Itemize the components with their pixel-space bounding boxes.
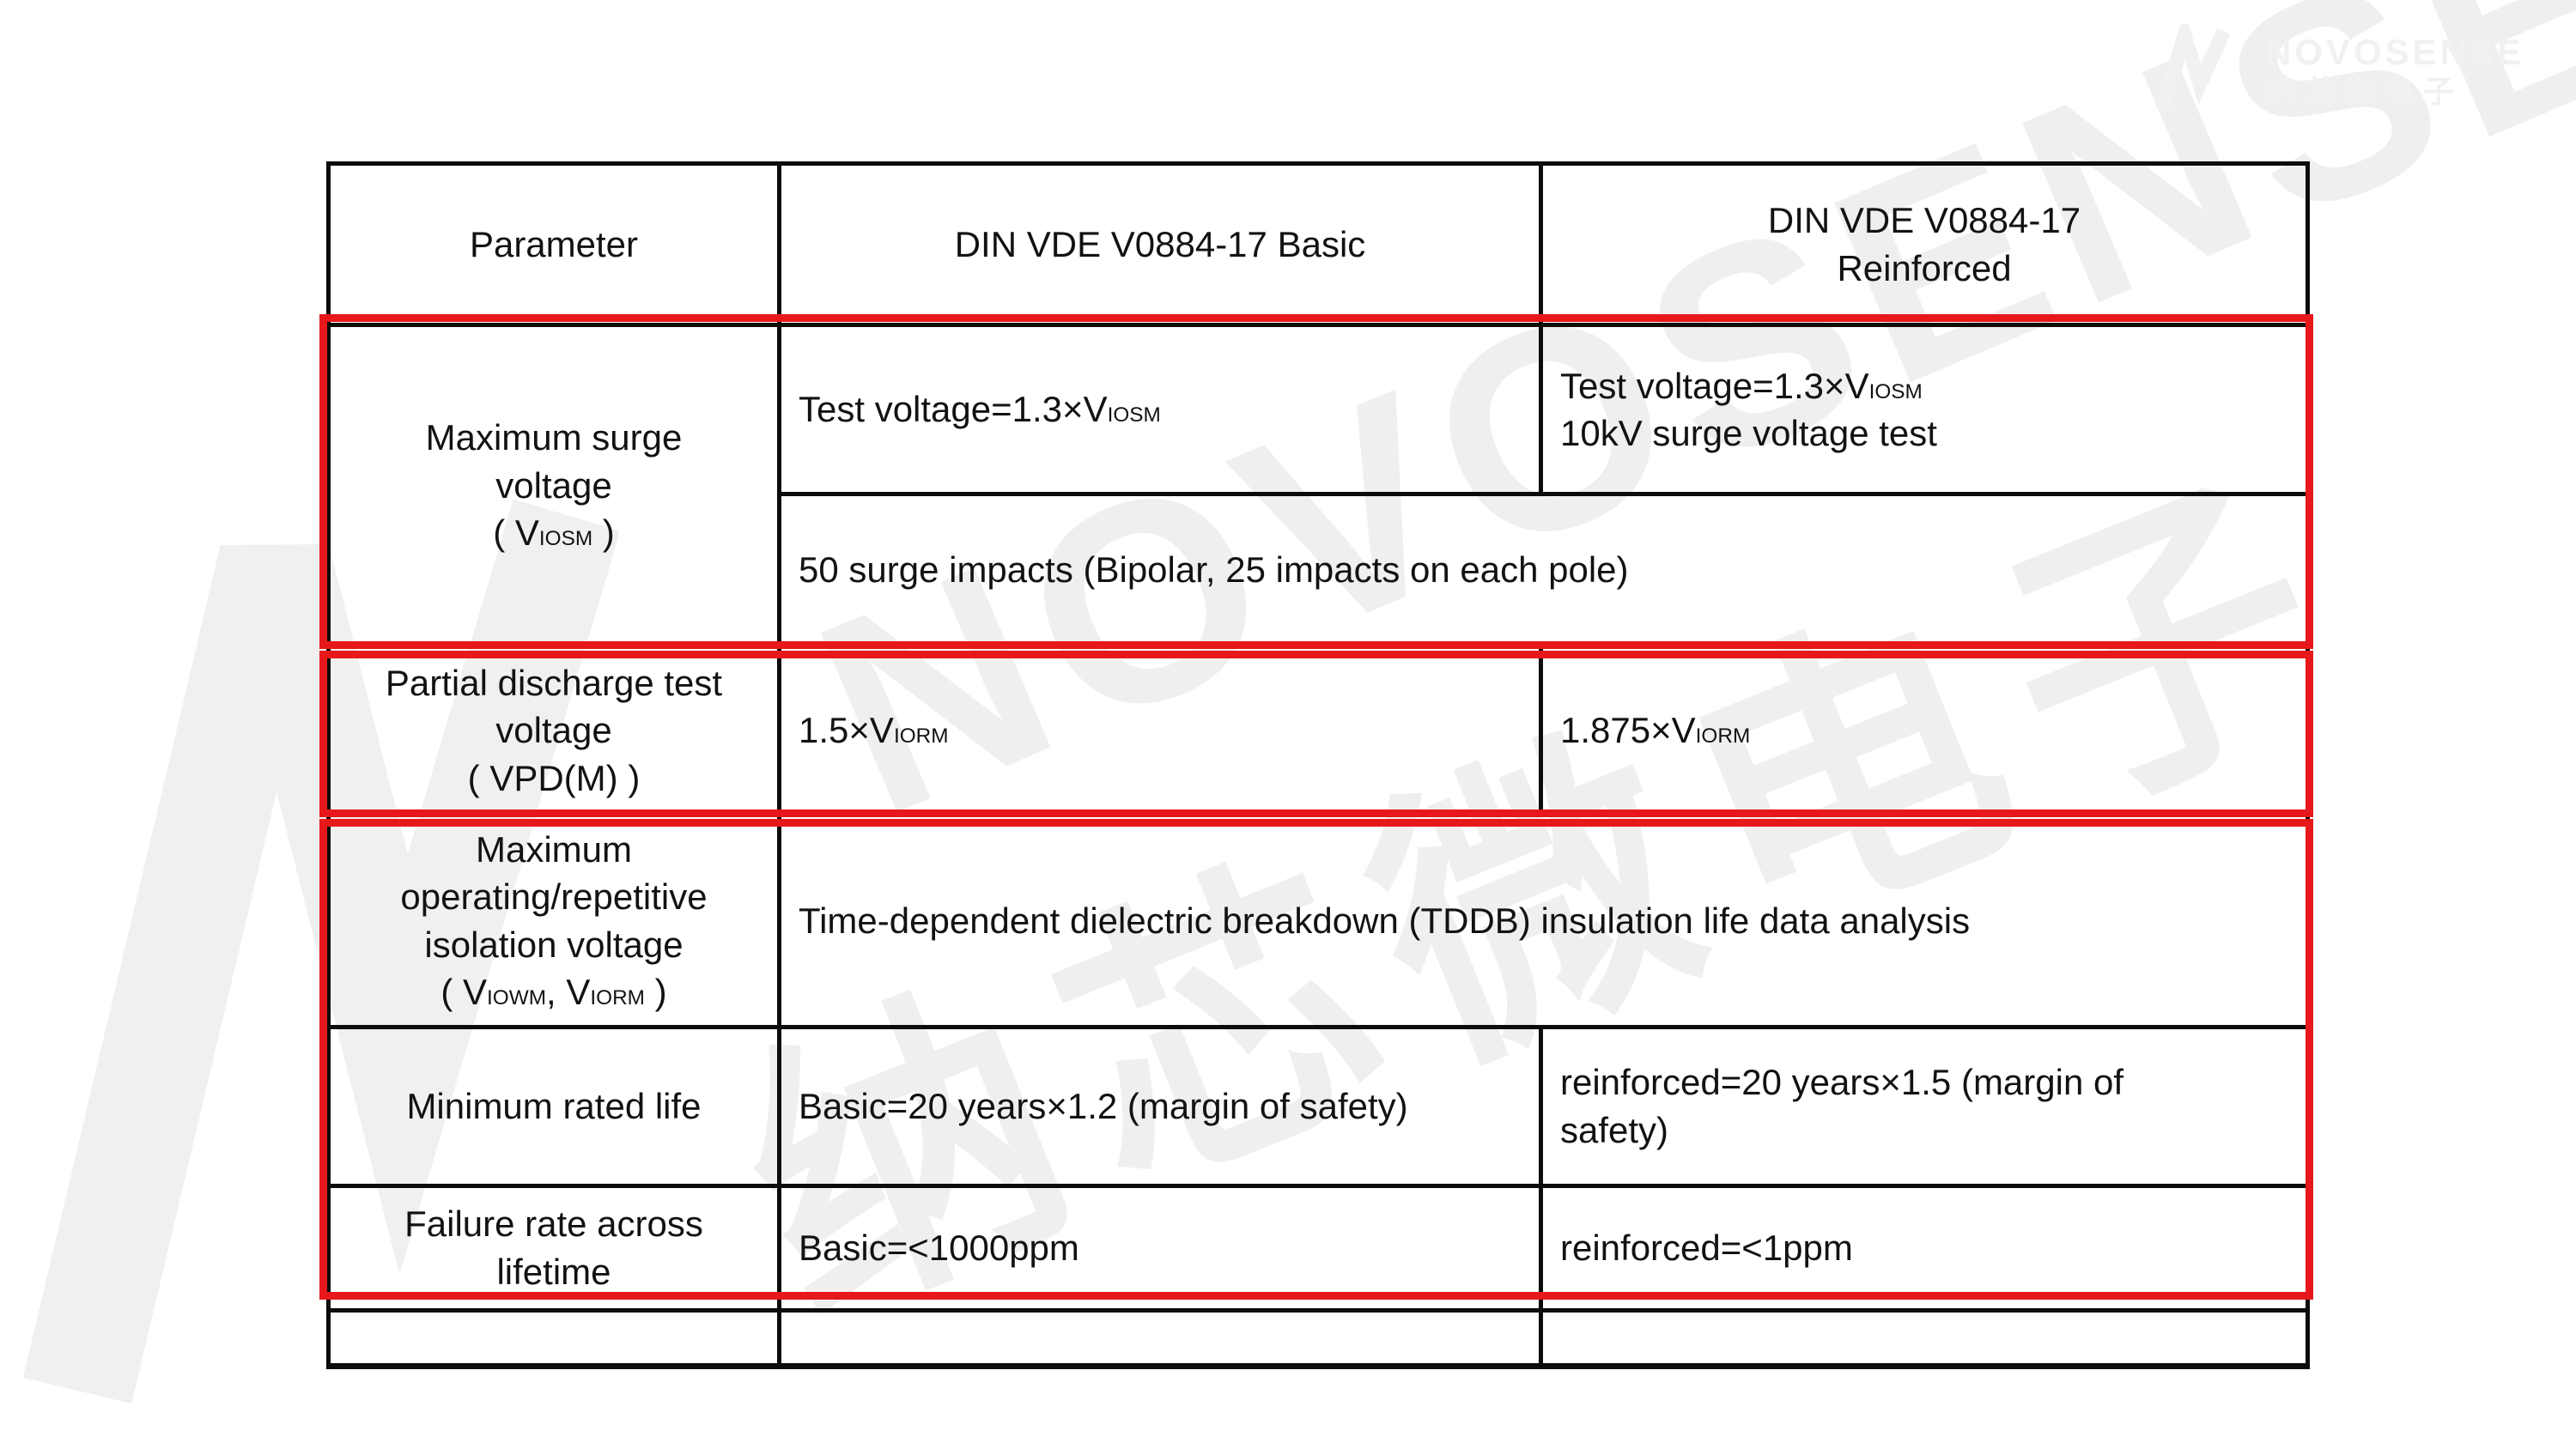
cell-pd-basic: 1.5×VIORM bbox=[777, 644, 1543, 817]
row-surge-voltage: Maximum surge voltage( VIOSM ) Test volta… bbox=[326, 323, 2310, 648]
cell-surge-impacts-note: 50 surge impacts (Bipolar, 25 impacts on… bbox=[777, 492, 2310, 648]
cell-pd-param: Partial discharge test voltage( VPD(M) ) bbox=[326, 644, 781, 817]
row-operating-voltage: Maximum operating/repetitive isolation vol… bbox=[326, 813, 2310, 1029]
cell-life-param: Minimum rated life bbox=[326, 1024, 781, 1188]
row-failure-rate: Failure rate across lifetime Basic=<1000p… bbox=[326, 1183, 2310, 1313]
cell-life-reinforced: reinforced=20 years×1.5 (margin of safety… bbox=[1539, 1024, 2310, 1188]
cell-empty-1 bbox=[326, 1307, 781, 1369]
cell-life-basic: Basic=20 years×1.2 (margin of safety) bbox=[777, 1024, 1543, 1188]
logo-text-cn: 纳芯微电子 bbox=[2264, 73, 2463, 109]
cell-opv-merged: Time-dependent dielectric breakdown (TDD… bbox=[777, 813, 2310, 1029]
cell-failure-basic: Basic=<1000ppm bbox=[777, 1183, 1543, 1313]
header-reinforced: DIN VDE V0884-17 Reinforced bbox=[1539, 161, 2310, 327]
header-basic: DIN VDE V0884-17 Basic bbox=[777, 161, 1543, 327]
row-empty bbox=[326, 1307, 2310, 1369]
table-header-row: Parameter DIN VDE V0884-17 Basic DIN VDE… bbox=[326, 161, 2310, 327]
cell-surge-basic: Test voltage=1.3×VIOSM bbox=[777, 323, 1543, 496]
row-rated-life: Minimum rated life Basic=20 years×1.2 (m… bbox=[326, 1024, 2310, 1188]
row-partial-discharge: Partial discharge test voltage( VPD(M) ) … bbox=[326, 644, 2310, 817]
novosense-n-logo-icon bbox=[2154, 24, 2231, 112]
cell-failure-param: Failure rate across lifetime bbox=[326, 1183, 781, 1313]
cell-opv-param: Maximum operating/repetitive isolation vol… bbox=[326, 813, 781, 1029]
cell-pd-reinforced: 1.875×VIORM bbox=[1539, 644, 2310, 817]
logo-text-en: NOVOSENSE bbox=[2264, 32, 2524, 73]
comparison-table: Parameter DIN VDE V0884-17 Basic DIN VDE… bbox=[326, 161, 2310, 1369]
novosense-logo: NOVOSENSE 纳芯微电子 bbox=[2154, 24, 2524, 118]
cell-surge-param: Maximum surge voltage( VIOSM ) bbox=[326, 323, 781, 648]
cell-failure-reinforced: reinforced=<1ppm bbox=[1539, 1183, 2310, 1313]
cell-empty-3 bbox=[1539, 1307, 2310, 1369]
logo-text: NOVOSENSE 纳芯微电子 bbox=[2265, 33, 2524, 109]
cell-empty-2 bbox=[777, 1307, 1543, 1369]
row-surge-impacts: 50 surge impacts (Bipolar, 25 impacts on… bbox=[329, 492, 2310, 648]
cell-surge-reinforced: Test voltage=1.3×VIOSM 10kV surge voltage… bbox=[1539, 323, 2310, 496]
header-parameter: Parameter bbox=[326, 161, 781, 327]
